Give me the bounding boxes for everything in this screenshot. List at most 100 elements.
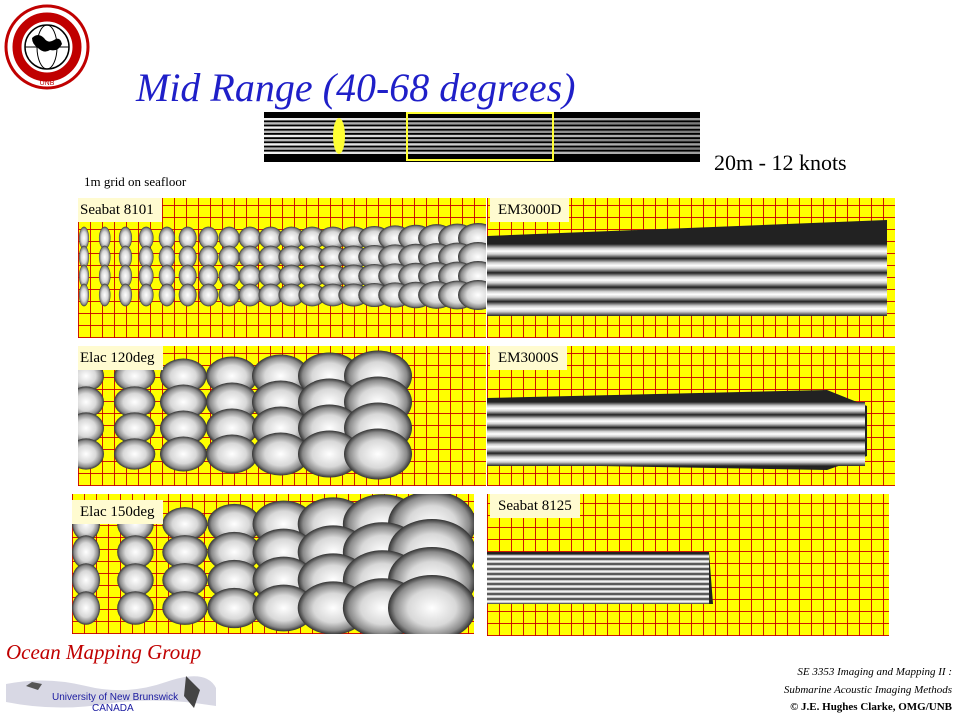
beam-footprint [278, 264, 305, 288]
ocean-mapping-group-title: Ocean Mapping Group [6, 640, 202, 664]
swath-band [487, 440, 865, 454]
panel-label: Elac 150deg [72, 500, 163, 524]
logo-text-bottom: UNB [40, 80, 55, 87]
beam-footprint [160, 436, 207, 472]
beam-footprint [178, 245, 197, 269]
beam-footprint [72, 535, 100, 569]
slide-title: Mid Range (40-68 degrees) [136, 65, 576, 110]
beam-footprint [178, 283, 197, 307]
swath-band [487, 258, 887, 273]
beam-footprint [79, 264, 89, 288]
beam-footprint [258, 264, 283, 288]
beam-footprint [138, 245, 154, 269]
beam-footprint [238, 264, 262, 288]
panel-seabat-8101: Seabat 8101 [78, 198, 486, 338]
panel-label: EM3000S [490, 346, 567, 370]
swath-band [487, 559, 709, 564]
beam-footprint [218, 245, 240, 269]
beam-footprint [207, 587, 262, 629]
beam-footprint [318, 264, 348, 288]
beam-footprint [238, 226, 262, 250]
beam-footprint [258, 283, 283, 307]
swath-band [487, 554, 709, 559]
beam-footprint [72, 563, 100, 597]
beam-footprint [78, 386, 104, 418]
beam-footprint [258, 245, 283, 269]
panel-label: EM3000D [490, 198, 570, 222]
unb-geodesy-logo: UNB [4, 4, 90, 90]
beam-footprint [114, 386, 156, 418]
globe-seal-icon: UNB [4, 4, 90, 90]
panel-elac-150deg: Elac 150deg [72, 494, 474, 634]
beam-footprint [158, 264, 176, 288]
beam-footprint [218, 226, 240, 250]
beam-footprint [207, 531, 262, 573]
beam-footprint [98, 283, 111, 307]
beam-footprint [160, 410, 207, 446]
beam-footprint [198, 226, 219, 250]
panel-em3000d: EM3000D [487, 198, 895, 338]
beam-footprint [198, 245, 219, 269]
beam-footprint [238, 283, 262, 307]
copyright: © J.E. Hughes Clarke, OMG/UNB [790, 701, 952, 713]
swath-band [487, 569, 709, 574]
swath-band [487, 579, 709, 584]
course-line-1: SE 3353 Imaging and Mapping II : [797, 666, 952, 678]
beam-footprint [162, 535, 208, 569]
panel-label: Seabat 8101 [78, 198, 162, 222]
swath-band [487, 301, 887, 316]
beam-footprint [160, 384, 207, 420]
swath-band [487, 594, 709, 599]
beam-footprint [158, 226, 176, 250]
university-name: University of New Brunswick [52, 692, 179, 703]
panel-elac-120deg: Elac 120deg [78, 346, 486, 486]
swath-band [487, 287, 887, 302]
beam-footprint [118, 264, 133, 288]
beam-footprint [118, 283, 133, 307]
panel-seabat-8125: Seabat 8125 [487, 494, 889, 636]
beam-footprint [158, 245, 176, 269]
beam-footprint [178, 226, 197, 250]
beam-footprint [138, 283, 154, 307]
beam-footprint [278, 283, 305, 307]
beam-footprint [198, 283, 219, 307]
beam-footprint [114, 412, 156, 444]
beam-footprint [79, 245, 89, 269]
beam-footprint [252, 432, 310, 476]
beam-footprint [388, 575, 474, 634]
beam-footprint [258, 226, 283, 250]
swath-band [487, 574, 709, 579]
beam-footprint [72, 591, 100, 625]
beam-footprint [298, 264, 326, 288]
omg-seafloor-logo [6, 666, 216, 716]
beam-footprint [206, 434, 258, 474]
beam-footprint [207, 559, 262, 601]
panel-label: Seabat 8125 [490, 494, 580, 518]
beam-footprint [278, 226, 305, 250]
beam-footprint [458, 280, 486, 310]
beam-footprint [158, 283, 176, 307]
beam-footprint [114, 438, 156, 470]
swath-band [487, 599, 709, 604]
swath-band [487, 272, 887, 288]
beam-footprint [218, 283, 240, 307]
swath-band [487, 589, 709, 594]
beam-footprint [162, 563, 208, 597]
beam-footprint [318, 245, 348, 269]
university-country: CANADA [92, 703, 134, 714]
beam-footprint [207, 503, 262, 545]
grid-note: 1m grid on seafloor [84, 174, 187, 189]
beam-footprint [79, 283, 89, 307]
beam-footprint [162, 591, 208, 625]
swath-band [487, 564, 709, 569]
beam-footprint [118, 226, 133, 250]
beam-footprint [298, 430, 361, 478]
beam-footprint [118, 245, 133, 269]
beam-footprint [344, 428, 412, 480]
panel-label: Elac 120deg [78, 346, 163, 370]
beam-footprint [162, 507, 208, 541]
swath-band [487, 584, 709, 589]
beam-footprint [78, 412, 104, 444]
beam-footprint [117, 591, 154, 625]
beam-footprint [318, 283, 348, 307]
